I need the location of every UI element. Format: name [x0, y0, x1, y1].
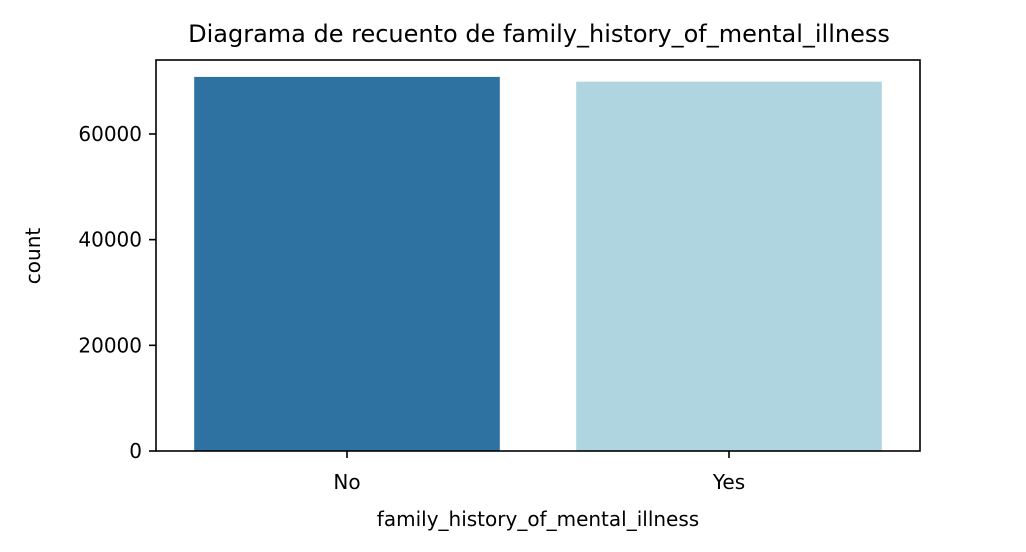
y-axis-label: count	[21, 228, 45, 285]
chart-title: Diagrama de recuento de family_history_o…	[188, 20, 890, 48]
plot-frame	[155, 59, 921, 452]
bar-yes	[576, 81, 882, 451]
y-tick-label: 40000	[78, 228, 142, 252]
y-tick-label: 0	[129, 439, 142, 463]
bars-group	[194, 76, 882, 451]
y-axis-ticks: 0 20000 40000 60000	[78, 122, 156, 463]
y-tick-label: 60000	[78, 122, 142, 146]
x-tick-label: Yes	[712, 470, 745, 494]
x-tick-label: No	[333, 470, 360, 494]
x-axis-ticks: No Yes	[333, 451, 745, 494]
x-axis-label: family_history_of_mental_illness	[377, 507, 699, 531]
bar-no	[194, 76, 500, 451]
y-tick-label: 20000	[78, 333, 142, 357]
